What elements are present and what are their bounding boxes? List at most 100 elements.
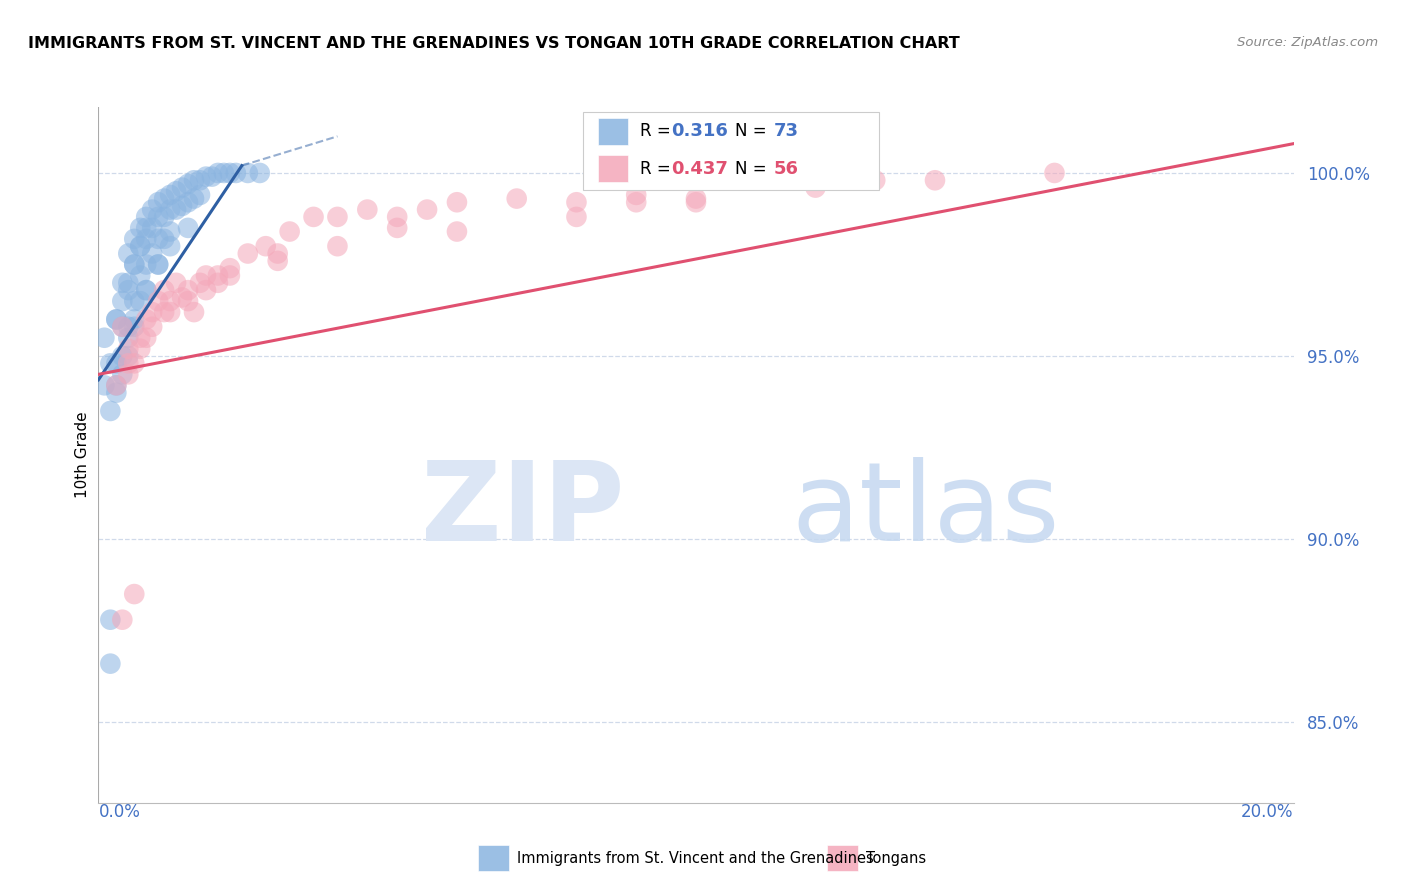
Text: Immigrants from St. Vincent and the Grenadines: Immigrants from St. Vincent and the Gren… [517, 851, 875, 865]
Point [278, 225, 301, 239]
Point [165, 276, 187, 290]
Point [98, 613, 122, 627]
Point [129, 294, 152, 309]
Point [183, 305, 205, 319]
Point [124, 232, 146, 246]
Point [111, 276, 134, 290]
Point [153, 192, 176, 206]
Point [105, 312, 128, 326]
Point [141, 246, 163, 260]
Point [117, 349, 139, 363]
Point [117, 331, 139, 345]
Text: 0.437: 0.437 [671, 160, 727, 178]
Point [117, 319, 139, 334]
Point [153, 232, 176, 246]
Point [385, 220, 409, 235]
Point [98, 356, 122, 370]
Point [135, 258, 157, 272]
Point [135, 283, 157, 297]
Point [385, 210, 409, 224]
Text: R =: R = [640, 160, 676, 178]
Point [219, 268, 242, 283]
Point [124, 356, 146, 370]
Point [148, 195, 170, 210]
Point [98, 404, 122, 418]
Point [225, 166, 247, 180]
Point [105, 312, 128, 326]
Text: 56: 56 [773, 160, 799, 178]
Point [356, 202, 378, 217]
Point [183, 192, 205, 206]
Point [236, 246, 259, 260]
Point [626, 195, 648, 210]
Point [159, 239, 181, 253]
Point [117, 283, 139, 297]
Point [159, 225, 181, 239]
Point [302, 210, 325, 224]
Point [195, 268, 218, 283]
Point [98, 657, 122, 671]
Point [111, 319, 134, 334]
Point [172, 290, 194, 304]
Point [117, 368, 139, 382]
Point [1043, 166, 1066, 180]
Point [148, 258, 170, 272]
Point [159, 305, 181, 319]
Point [188, 276, 211, 290]
Point [446, 225, 468, 239]
Point [93, 378, 115, 392]
Text: ZIP: ZIP [420, 457, 624, 564]
Point [177, 294, 200, 309]
Point [626, 188, 648, 202]
Point [135, 283, 157, 297]
Point [267, 246, 290, 260]
Point [148, 294, 170, 309]
Point [267, 253, 290, 268]
Point [865, 173, 887, 187]
Point [148, 258, 170, 272]
Point [236, 166, 259, 180]
Point [565, 210, 588, 224]
Point [148, 232, 170, 246]
Point [117, 342, 139, 356]
Point [219, 166, 242, 180]
Text: N =: N = [735, 122, 772, 140]
Point [172, 180, 194, 194]
Text: N =: N = [735, 160, 772, 178]
Point [124, 319, 146, 334]
Point [129, 331, 152, 345]
Point [129, 268, 152, 283]
Point [207, 166, 229, 180]
Y-axis label: 10th Grade: 10th Grade [75, 411, 90, 499]
Point [124, 258, 146, 272]
Point [188, 188, 211, 202]
Point [111, 349, 134, 363]
Point [685, 192, 707, 206]
Point [254, 239, 277, 253]
Point [135, 331, 157, 345]
Point [111, 613, 134, 627]
Point [117, 276, 139, 290]
Point [111, 319, 134, 334]
Point [159, 294, 181, 309]
Text: 20.0%: 20.0% [1241, 803, 1294, 821]
Point [129, 342, 152, 356]
Text: 0.316: 0.316 [671, 122, 727, 140]
Point [804, 180, 827, 194]
Point [111, 368, 134, 382]
Point [183, 173, 205, 187]
Text: Tongans: Tongans [866, 851, 927, 865]
Point [685, 195, 707, 210]
Text: atlas: atlas [792, 457, 1060, 564]
Point [416, 202, 439, 217]
Point [129, 220, 152, 235]
Point [506, 192, 529, 206]
Point [565, 195, 588, 210]
Point [159, 202, 181, 217]
Point [141, 305, 163, 319]
Point [177, 220, 200, 235]
Point [219, 261, 242, 276]
Point [177, 177, 200, 191]
Text: R =: R = [640, 122, 676, 140]
Point [207, 276, 229, 290]
